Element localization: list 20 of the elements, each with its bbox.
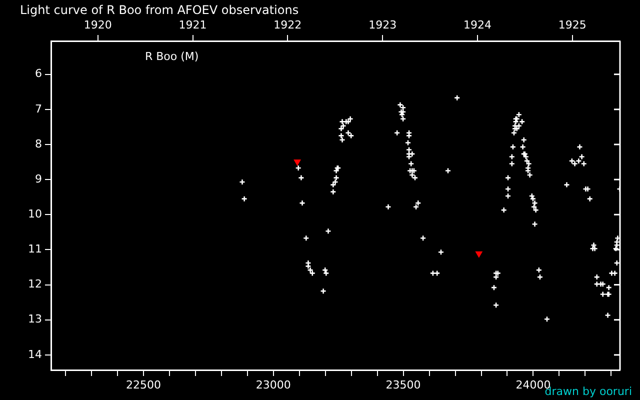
- y-tick-label: 6: [35, 67, 42, 80]
- y-tick-label: 8: [35, 137, 42, 150]
- y-tick-label: 12: [28, 278, 42, 291]
- x2-tick-label: 1924: [463, 18, 492, 32]
- x2-tick-label: 1925: [558, 18, 586, 32]
- chart-title: Light curve of R Boo from AFOEV observations: [20, 3, 299, 17]
- y-tick-label: 11: [28, 242, 42, 256]
- x2-tick-label: 1920: [84, 18, 112, 32]
- x2-tick-label: 1922: [274, 18, 302, 32]
- y-tick-label: 13: [28, 312, 42, 326]
- y-tick-label: 7: [35, 102, 42, 116]
- x-tick-label: 22500: [126, 378, 161, 392]
- y-tick-label: 10: [28, 207, 42, 220]
- x2-tick-label: 1923: [368, 18, 397, 32]
- y-tick-label: 14: [28, 348, 42, 361]
- y-tick-label: 9: [35, 172, 42, 186]
- x2-tick-label: 1921: [178, 18, 207, 32]
- annotation: R Boo (M): [145, 50, 199, 63]
- x-tick-label: 23000: [256, 378, 291, 392]
- x-tick-label: 23500: [386, 378, 421, 392]
